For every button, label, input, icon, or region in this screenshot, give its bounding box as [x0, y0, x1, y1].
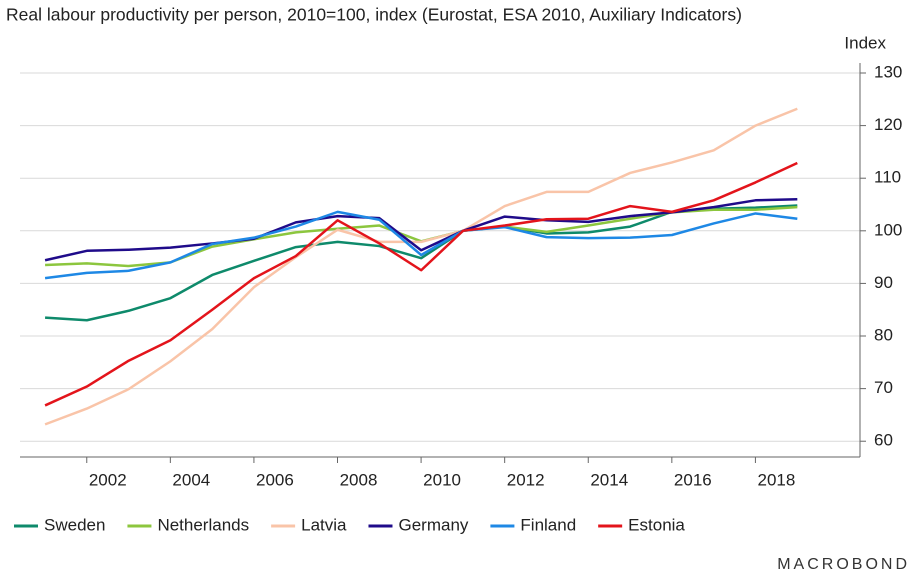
- source-logo: MACROBOND: [777, 556, 910, 573]
- y-tick-label: 90: [874, 273, 893, 292]
- y-tick-label: 130: [874, 62, 902, 81]
- y-axis-label: Index: [844, 33, 886, 52]
- x-tick-label: 2012: [507, 470, 545, 489]
- x-tick-label: 2002: [89, 470, 127, 489]
- series-line: [44, 107, 798, 426]
- y-tick-label: 100: [874, 220, 902, 239]
- x-tick-label: 2004: [172, 470, 210, 489]
- legend-label: Germany: [398, 515, 468, 534]
- legend-label: Estonia: [628, 515, 685, 534]
- chart-title: Real labour productivity per person, 201…: [6, 5, 742, 25]
- x-tick-label: 2010: [423, 470, 461, 489]
- x-tick-label: 2018: [758, 470, 796, 489]
- x-tick-label: 2014: [590, 470, 628, 489]
- y-tick-label: 110: [874, 168, 901, 187]
- y-tick-label: 70: [874, 378, 893, 397]
- legend-label: Latvia: [301, 515, 347, 534]
- y-tick-label: 80: [874, 325, 893, 344]
- legend-label: Netherlands: [157, 515, 249, 534]
- x-tick-label: 2016: [674, 470, 712, 489]
- series-line: [44, 161, 798, 407]
- series-line: [44, 210, 798, 280]
- legend-label: Finland: [520, 515, 576, 534]
- legend-label: Sweden: [44, 515, 105, 534]
- y-tick-label: 120: [874, 115, 902, 134]
- y-tick-label: 60: [874, 431, 893, 450]
- x-tick-label: 2006: [256, 470, 294, 489]
- x-tick-label: 2008: [340, 470, 378, 489]
